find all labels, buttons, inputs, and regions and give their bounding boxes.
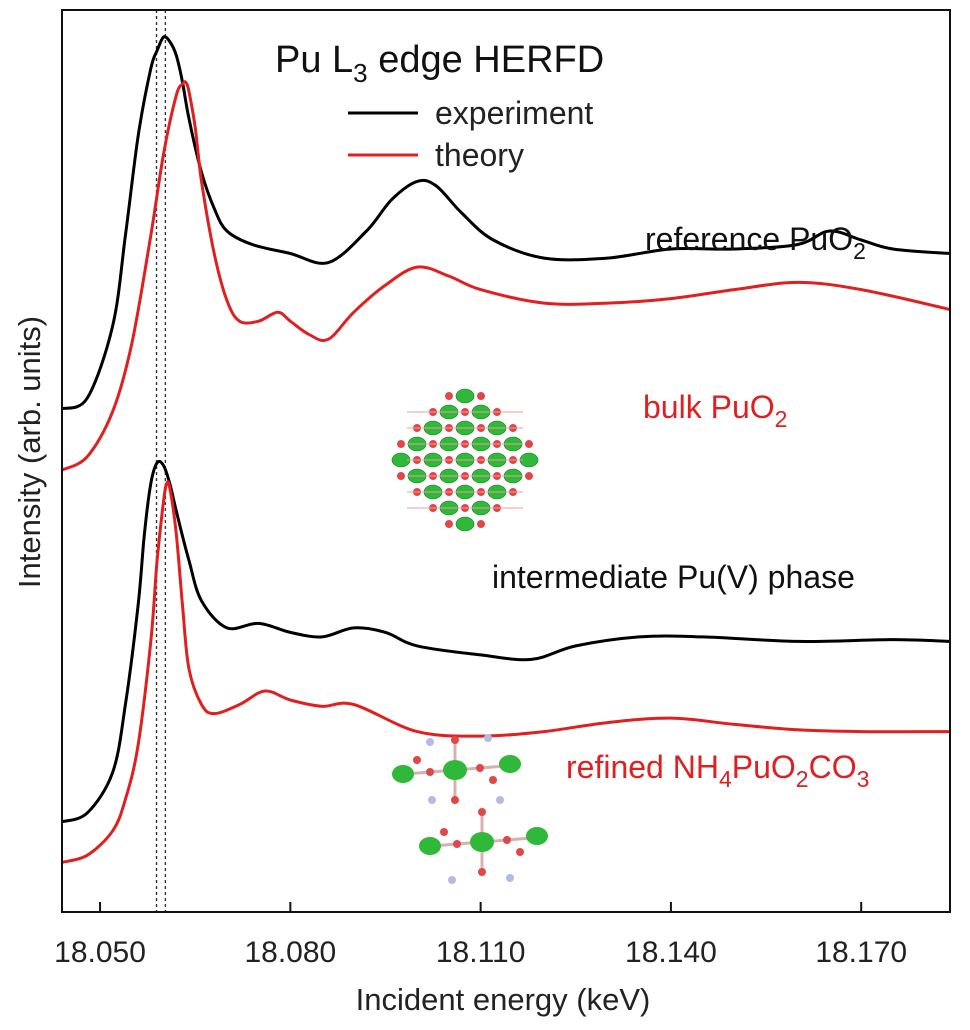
o-atom [453,840,461,848]
series-label-refined: refined NH4PuO2CO3 [566,749,869,792]
o-atom [489,776,497,784]
n-atom [428,796,436,804]
legend: experiment theory [348,95,593,173]
o-atom [503,836,511,844]
series-line-intermediate-puv [61,459,951,824]
o-atom [525,440,533,448]
o-atom [445,392,453,400]
series-label-reference: reference PuO2 [645,221,866,264]
reference-lines [155,10,167,912]
pu-atom [455,516,475,532]
o-atom [477,392,485,400]
pu-atom [499,755,521,773]
n-atom [496,796,504,804]
o-atom [478,808,486,816]
x-tick-label: 18.140 [625,936,717,969]
o-atom [445,520,453,528]
o-atom [451,736,459,744]
series-label-bulk: bulk PuO2 [643,389,787,432]
legend-label-experiment: experiment [435,95,593,131]
o-atom [397,472,405,480]
pu-atom [470,832,494,852]
o-atom [426,768,434,776]
n-atom [448,876,456,884]
n-atom [426,738,434,746]
o-atom [478,868,486,876]
series-layer [61,35,951,864]
x-tick-label: 18.110 [436,936,526,969]
n-atom [484,734,492,742]
o-atom [525,472,533,480]
series-label-intermediate: intermediate Pu(V) phase [492,559,855,595]
y-axis-title: Intensity (arb. units) [12,316,47,588]
pu-atom [419,837,441,855]
o-atom [440,828,448,836]
pu-atom [455,388,475,404]
chart-title: Pu L3 edge HERFD [275,39,604,88]
o-atom [476,764,484,772]
x-tick-label: 18.080 [244,936,336,969]
o-atom [451,796,459,804]
x-axis-title: Incident energy (keV) [356,982,651,1017]
o-atom [413,756,421,764]
x-tick-label: 18.050 [54,936,146,969]
x-axis-ticks: 18.050 18.080 18.110 18.140 18.170 [54,902,907,969]
series-line-bulk-puo2 [61,80,951,472]
pu-atom [526,827,548,845]
o-atom [516,848,524,856]
bulk-crystal-inset [391,388,539,532]
series-line-refined-nh4puo2co3 [61,480,951,864]
plot-frame [61,9,951,913]
x-tick-label: 18.170 [815,936,907,969]
legend-label-theory: theory [435,137,524,173]
molecular-structure-inset [392,734,548,884]
o-atom [397,440,405,448]
o-atom [477,520,485,528]
pu-atom [392,765,414,783]
series-line-reference-puo2 [61,35,951,411]
pu-atom [443,760,467,780]
n-atom [506,874,514,882]
